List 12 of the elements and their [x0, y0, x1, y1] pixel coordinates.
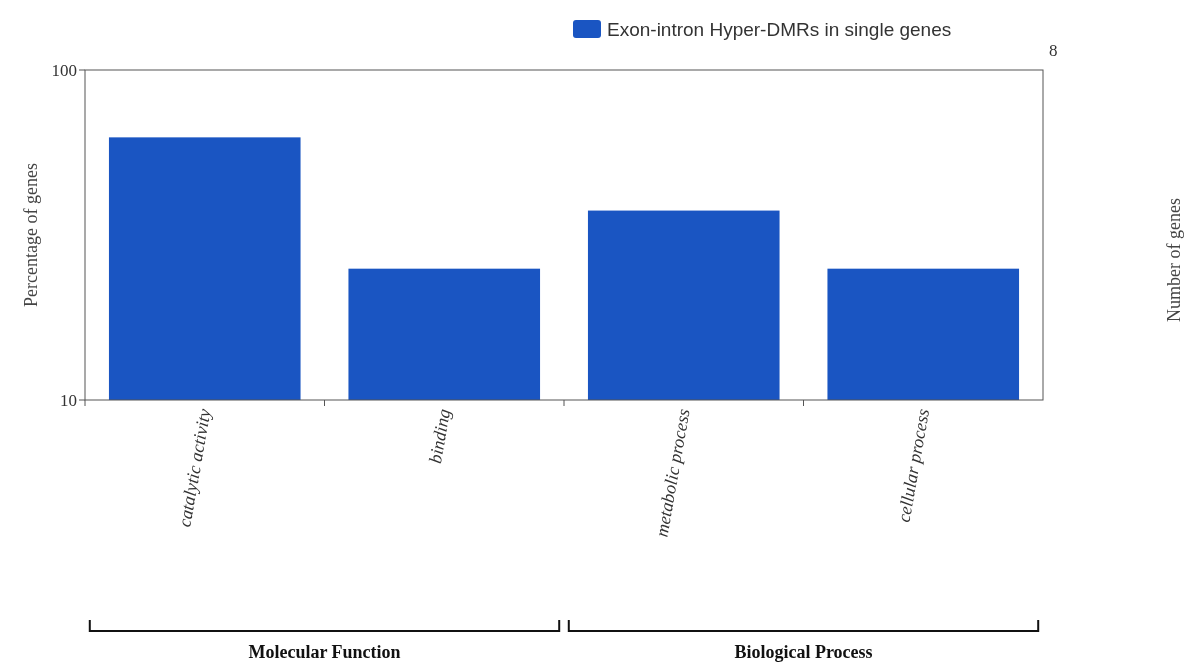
text: 8: [1049, 41, 1058, 60]
x-tick-label: binding: [424, 407, 455, 465]
x-tick-label: metabolic process: [651, 407, 694, 539]
y-tick-label: 100: [51, 60, 77, 80]
x-tick-label: cellular process: [893, 407, 934, 524]
text: Molecular Function: [248, 642, 401, 662]
x-tick-label: catalytic activity: [174, 407, 215, 529]
y-tick-label: 10: [60, 390, 77, 410]
legend-label: Exon-intron Hyper-DMRs in single genes: [607, 18, 952, 40]
text: Number of genes: [1164, 198, 1184, 322]
text: Biological Process: [734, 642, 873, 662]
y-axis-title: Percentage of genes: [21, 163, 41, 307]
